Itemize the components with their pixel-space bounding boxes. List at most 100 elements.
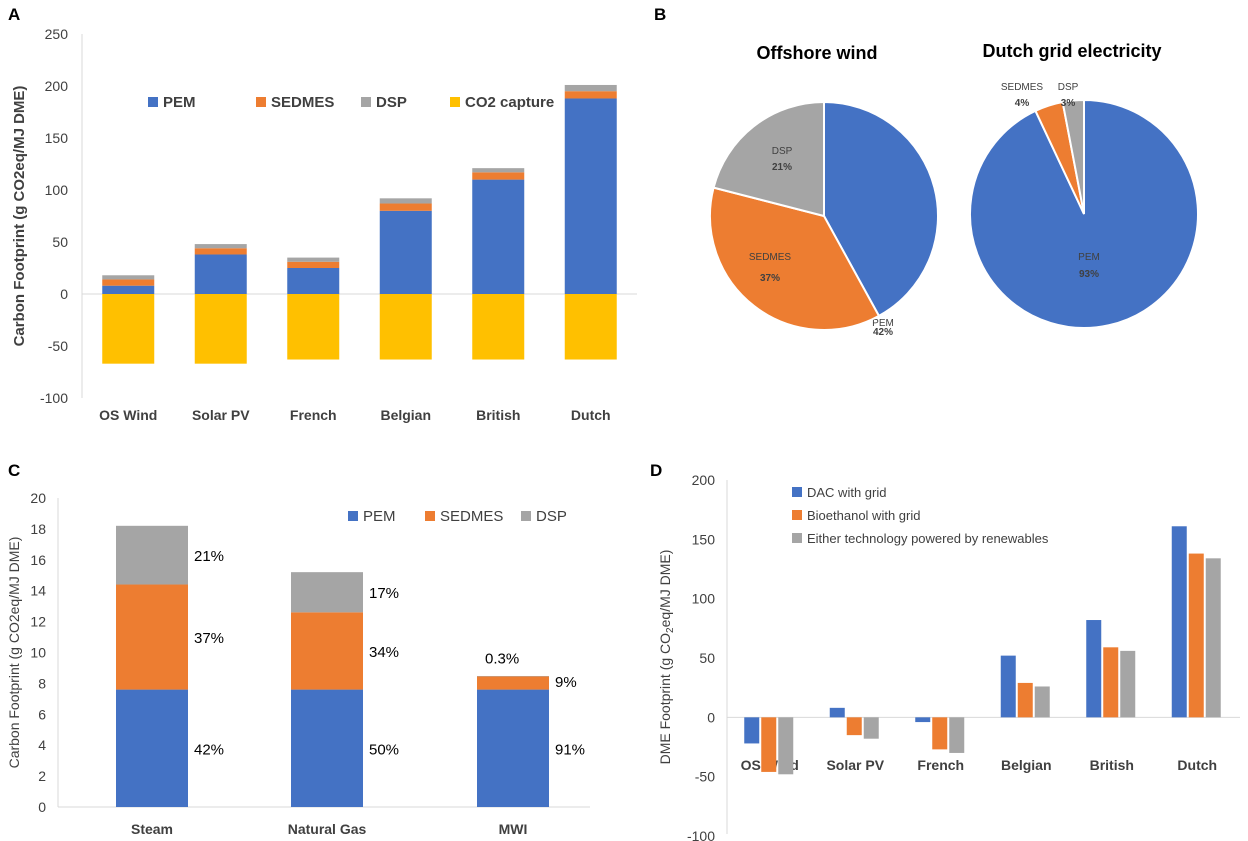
slice-percent-label: 93% — [1079, 269, 1099, 280]
y-tick-label: 8 — [38, 675, 46, 691]
bar-pem — [291, 689, 363, 807]
bar-pem — [477, 689, 549, 807]
legend-swatch-sedmes — [425, 511, 435, 521]
y-tick-label: 0 — [707, 709, 715, 725]
bar-pem — [194, 254, 247, 294]
bar-dsp — [287, 257, 340, 262]
x-tick-label: Solar PV — [826, 757, 884, 773]
x-tick-label: Belgian — [1001, 757, 1052, 773]
y-tick-label: 200 — [45, 78, 69, 94]
bar-bioethanol-with-grid — [1017, 682, 1033, 718]
y-tick-label: 18 — [30, 521, 46, 537]
bar-dsp — [564, 84, 617, 92]
bar-sedmes — [287, 261, 340, 268]
legend-swatch-either-technology-powered-by-renewables — [792, 533, 802, 543]
bar-bioethanol-with-grid — [932, 717, 948, 750]
legend-swatch-dac-with-grid — [792, 487, 802, 497]
bar-sedmes — [102, 279, 155, 286]
panel-a: A -100 -50 0 50 100 150 200 250 Carbon Footprint … — [8, 5, 637, 423]
legend-label: SEDMES — [440, 508, 503, 525]
y-tick-label: 100 — [45, 182, 69, 198]
y-tick-label: 250 — [45, 26, 69, 42]
legend-swatch-co2-capture — [450, 97, 460, 107]
legend-label: PEM — [163, 94, 196, 111]
legend-swatch-bioethanol-with-grid — [792, 510, 802, 520]
legend-label: CO2 capture — [465, 94, 554, 111]
bar-co2-capture — [379, 294, 432, 360]
bar-dac-with-grid — [1171, 526, 1187, 718]
slice-name-label: SEDMES — [1001, 82, 1044, 93]
bar-co2-capture — [472, 294, 525, 360]
panel-d: D -100 -50 0 50 100 150 200 DME Footprint (g CO2… — [650, 461, 1240, 841]
bar-sedmes — [564, 91, 617, 99]
legend-label: DSP — [536, 508, 567, 525]
slice-percent-label: 37% — [760, 273, 780, 284]
bar-pem — [379, 210, 432, 294]
bar-co2-capture — [287, 294, 340, 360]
bar-bioethanol-with-grid — [1188, 553, 1204, 718]
x-tick-label: Steam — [131, 821, 173, 837]
y-tick-label: 100 — [692, 591, 716, 607]
legend-label: Either technology powered by renewables — [807, 531, 1049, 546]
segment-percent-label: 17% — [369, 585, 399, 602]
bar-co2-capture — [194, 294, 247, 364]
bar-sedmes — [477, 676, 549, 690]
y-axis-title-part: eq/MJ DME) — [657, 550, 673, 628]
x-tick-label: Solar PV — [192, 407, 250, 423]
bar-either-technology-powered-by-renewables — [949, 717, 965, 753]
y-tick-label: -100 — [687, 828, 715, 841]
segment-percent-label: 42% — [194, 741, 224, 758]
pie-slice-pem — [823, 100, 939, 318]
bar-either-technology-powered-by-renewables — [1205, 558, 1221, 718]
legend-swatch-dsp — [361, 97, 371, 107]
pie-slice-dsp — [712, 100, 825, 218]
bar-dac-with-grid — [744, 717, 760, 744]
x-tick-label: French — [917, 757, 964, 773]
bar-dac-with-grid — [915, 717, 931, 723]
bar-dsp — [472, 168, 525, 173]
y-tick-label: 16 — [30, 552, 46, 568]
bar-sedmes — [379, 203, 432, 211]
pie-title: Offshore wind — [757, 43, 878, 63]
y-tick-label: 0 — [38, 799, 46, 815]
bar-co2-capture — [102, 294, 155, 364]
y-tick-label: -100 — [40, 390, 68, 406]
y-tick-label: 12 — [30, 614, 46, 630]
bar-bioethanol-with-grid — [846, 717, 862, 736]
bar-pem — [116, 689, 188, 807]
y-tick-label: 14 — [30, 583, 46, 599]
y-tick-label: 150 — [45, 130, 69, 146]
x-tick-label: British — [1090, 757, 1134, 773]
y-axis-title: Carbon Footprint (g CO2eq/MJ DME) — [11, 86, 28, 347]
x-tick-label: French — [290, 407, 337, 423]
pie-title: Dutch grid electricity — [982, 41, 1161, 61]
y-tick-label: 150 — [692, 531, 716, 547]
y-tick-label: 50 — [699, 650, 715, 666]
y-tick-label: 6 — [38, 706, 46, 722]
x-tick-label: Dutch — [1177, 757, 1217, 773]
slice-percent-label: 3% — [1061, 98, 1076, 109]
legend-label: PEM — [363, 508, 396, 525]
y-axis-title: Carbon Footprint (g CO2eq/MJ DME) — [6, 537, 22, 769]
legend-label: SEDMES — [271, 94, 334, 111]
panel-label: B — [654, 5, 666, 24]
legend-label: DAC with grid — [807, 485, 886, 500]
slice-name-label: SEDMES — [749, 252, 792, 263]
bar-bioethanol-with-grid — [1103, 647, 1119, 718]
x-tick-label: OS Wind — [99, 407, 157, 423]
legend-swatch-sedmes — [256, 97, 266, 107]
y-tick-label: -50 — [695, 769, 715, 785]
y-axis-title: DME Footprint (g CO2eq/MJ DME) — [657, 550, 676, 765]
panel-c: C 0 2 4 6 8 10 12 14 16 18 20 Carbon Footprint (g CO… — [6, 461, 590, 837]
segment-percent-label: 9% — [555, 674, 577, 691]
y-axis-title-subscript: 2 — [665, 627, 676, 633]
bar-dsp — [291, 572, 363, 613]
bar-sedmes — [116, 584, 188, 690]
bar-sedmes — [194, 248, 247, 255]
y-axis-title-part: DME Footprint (g CO — [657, 633, 673, 765]
y-tick-label: 50 — [52, 234, 68, 250]
pie-slice-dsp — [1061, 98, 1085, 215]
segment-percent-label: 34% — [369, 644, 399, 661]
x-tick-label: Belgian — [380, 407, 431, 423]
